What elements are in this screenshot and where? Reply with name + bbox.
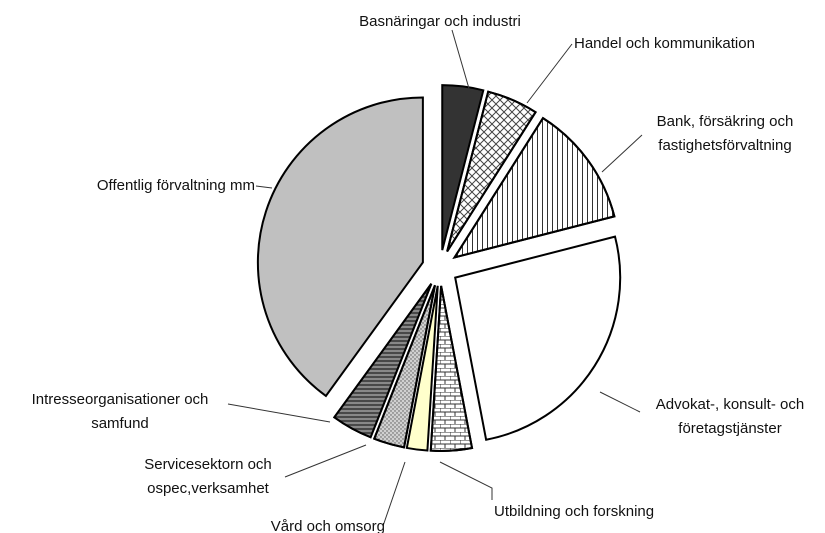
leader-line [599,391,641,413]
slice-label: Bank, försäkring och fastighetsförvaltni… [656,113,794,154]
leader-line [284,444,367,478]
slice-label: Advokat-, konsult- och företagstjänster [655,396,805,437]
leader-line [451,29,471,93]
slice-label: Basnäringar och industri [359,13,521,30]
slice-pattern [429,285,474,452]
slice-pattern [446,90,537,253]
leader-line [601,134,643,173]
pie-slice [405,285,439,452]
slice-label: Servicesektorn och ospec,verksamhet [144,456,272,497]
slice-pattern [332,283,433,439]
slice-label: Utbildning och forskning [494,503,655,520]
leader-line [227,403,331,423]
leader-line [255,185,273,189]
leader-line [526,43,573,104]
slice-label: Vård och omsorg [270,518,385,533]
pie-slice [256,96,424,398]
slice-label: Handel och kommunikation [574,35,755,52]
slice-pattern [452,116,616,260]
leader-line [439,461,493,500]
pie-slice [441,84,485,251]
slice-pattern [372,284,436,449]
leader-line [382,461,406,527]
slice-label: Intresseorganisationer och samfund [31,391,209,432]
pie-slice [454,235,622,441]
slice-label: Offentlig förvaltning mm [96,177,255,194]
